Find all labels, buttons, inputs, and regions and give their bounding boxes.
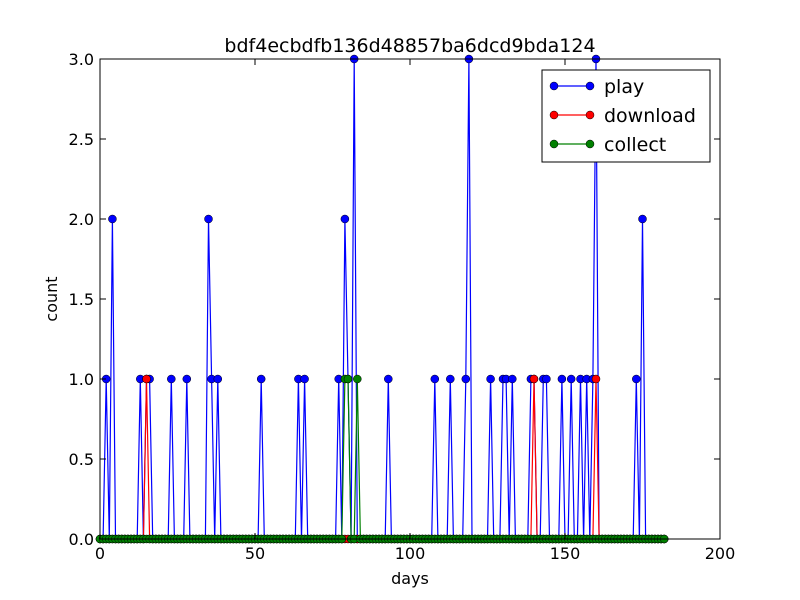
data-point-play <box>461 374 471 384</box>
y-tick-label: 1.5 <box>69 290 94 309</box>
x-tick-label: 200 <box>705 544 736 563</box>
data-point-play <box>557 374 567 384</box>
legend-marker-download <box>585 110 595 120</box>
data-point-play <box>300 374 309 384</box>
data-point-play <box>108 214 117 224</box>
legend-label-download: download <box>604 105 696 127</box>
x-tick-label: 150 <box>550 544 581 563</box>
legend-marker-download <box>549 110 559 120</box>
data-point-play <box>632 374 641 384</box>
data-point-play <box>638 214 647 224</box>
legend-label-play: play <box>604 76 644 98</box>
data-point-play <box>542 374 551 384</box>
data-point-play <box>167 374 176 384</box>
y-tick-label: 2.5 <box>69 130 94 149</box>
x-tick-label: 100 <box>395 544 426 563</box>
legend-label-collect: collect <box>604 134 666 156</box>
x-tick-label: 50 <box>245 544 265 563</box>
data-point-play <box>182 374 192 384</box>
x-axis-label: days <box>391 569 429 588</box>
data-point-play <box>508 374 517 384</box>
y-axis-label: count <box>42 276 61 321</box>
y-tick-label: 0.5 <box>69 450 94 469</box>
y-tick-label: 0.0 <box>69 530 94 549</box>
data-point-download <box>529 374 539 384</box>
data-point-play <box>213 374 223 384</box>
legend-marker-collect <box>585 139 595 149</box>
data-point-play <box>486 374 495 384</box>
data-point-collect <box>353 374 362 384</box>
data-point-play <box>430 374 440 384</box>
y-tick-label: 2.0 <box>69 210 94 229</box>
data-point-collect <box>343 374 353 384</box>
chart-title: bdf4ecbdfb136d48857ba6dcd9bda124 <box>224 35 595 57</box>
legend-marker-play <box>585 81 595 91</box>
data-point-play <box>384 374 393 384</box>
data-point-play <box>204 214 213 224</box>
x-tick-label: 0 <box>95 544 105 563</box>
y-tick-label: 1.0 <box>69 370 94 389</box>
data-point-download <box>142 374 151 384</box>
data-point-play <box>446 374 455 384</box>
data-point-download <box>591 374 601 384</box>
legend-marker-play <box>549 81 559 91</box>
legend: play download collect <box>541 69 711 163</box>
legend-box <box>541 69 711 163</box>
data-point-play <box>340 214 350 224</box>
data-point-play <box>256 374 266 384</box>
data-point-play <box>566 374 576 384</box>
legend-marker-collect <box>549 139 559 149</box>
y-tick-label: 3.0 <box>69 50 94 69</box>
ticks-layer: 0 50 100 150 200 0.0 0.5 1.0 1.5 2.0 2.5 3.0 <box>69 50 736 563</box>
